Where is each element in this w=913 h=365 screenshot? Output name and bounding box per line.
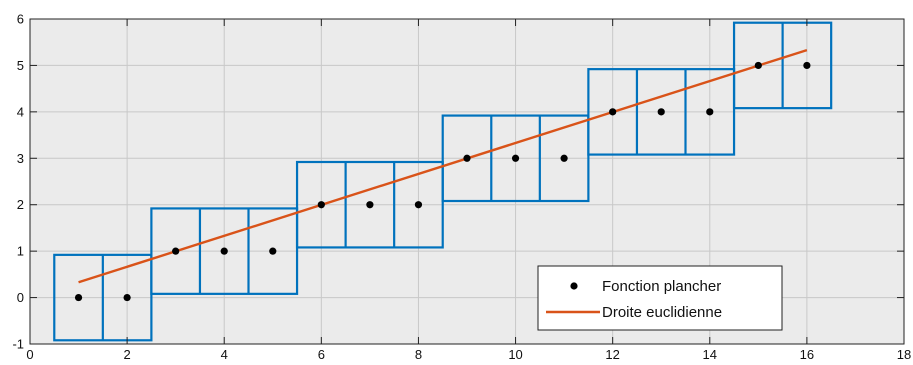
data-point [511, 154, 520, 162]
legend-label-line: Droite euclidienne [602, 304, 722, 321]
x-tick-label: 2 [123, 347, 130, 362]
y-tick-label: 3 [17, 151, 24, 166]
y-tick-label: 0 [17, 290, 24, 305]
data-point [366, 201, 374, 209]
x-tick-label: 10 [508, 347, 522, 362]
legend-box [537, 265, 783, 331]
data-point [803, 61, 811, 70]
x-tick-label: 8 [415, 347, 422, 362]
euclidean-line [78, 48, 808, 284]
data-point [220, 247, 228, 255]
data-point [706, 108, 714, 116]
y-tick-label: -1 [12, 337, 24, 352]
x-tick-label: 16 [800, 347, 814, 362]
y-tick-label: 2 [17, 197, 24, 212]
data-point [754, 61, 762, 70]
group-box [150, 207, 299, 295]
box-groups [53, 21, 833, 342]
data-points [74, 61, 811, 302]
data-point [74, 293, 83, 302]
data-point [123, 293, 131, 302]
group-box [587, 68, 736, 156]
x-tick-label: 6 [318, 347, 325, 362]
x-tick-label: 18 [897, 347, 911, 362]
data-point [657, 108, 665, 116]
data-point [560, 154, 568, 162]
y-tick-label: 6 [17, 12, 24, 27]
data-point [414, 201, 423, 209]
x-tick-label: 14 [703, 347, 717, 362]
legend-marker-points [570, 282, 578, 290]
x-tick-label: 12 [605, 347, 619, 362]
y-tick-label: 1 [17, 244, 24, 259]
group-box [295, 160, 444, 249]
regression-line-layer [78, 48, 808, 284]
data-point [172, 247, 180, 255]
data-point [317, 201, 325, 209]
data-point [269, 247, 277, 255]
x-axis-ticks: 0 2 4 6 8 10 12 14 16 18 [26, 19, 911, 362]
y-tick-label: 5 [17, 58, 24, 73]
y-tick-label: 4 [17, 104, 24, 119]
y-axis-ticks: -1 0 1 2 3 4 5 6 [12, 12, 904, 352]
x-tick-label: 4 [221, 347, 228, 362]
legend: Fonction plancher Droite euclidienne [537, 265, 783, 331]
group-box [441, 114, 590, 203]
legend-label-points: Fonction plancher [602, 278, 721, 295]
data-point [609, 108, 617, 116]
data-point [463, 154, 471, 162]
grid [30, 19, 904, 344]
axes-frame [29, 18, 905, 345]
x-tick-label: 0 [26, 347, 33, 362]
